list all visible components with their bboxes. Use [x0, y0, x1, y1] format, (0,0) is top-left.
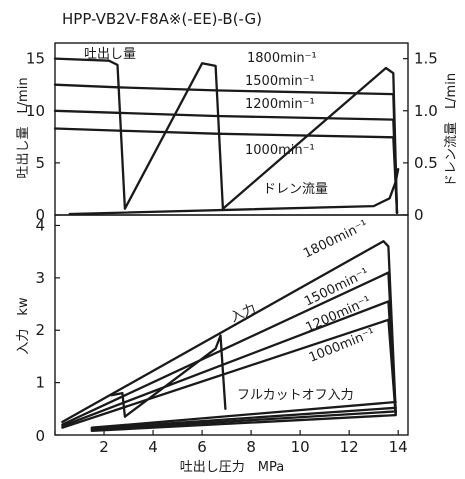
x-tick-label: 6 [197, 438, 207, 456]
y-tick-label: 5 [35, 154, 45, 172]
power-series-7 [90, 410, 397, 431]
power-series-4 [110, 334, 227, 418]
discharge-volume-annotation: 吐出し量 [84, 47, 136, 62]
drain-flow-annotation: ドレン流量 [263, 182, 328, 197]
x-tick-label: 10 [291, 438, 310, 456]
power-panel-frame [54, 214, 409, 436]
x-axis-label: 吐出し圧力 MPa [180, 460, 284, 475]
y-tick-label: 3 [35, 269, 45, 287]
flow-series-2 [53, 109, 399, 215]
flow-series-0 [53, 57, 399, 215]
x-tick-label: 14 [389, 438, 408, 456]
y-tick-label: 1 [35, 374, 45, 392]
x-tick-label: 8 [246, 438, 256, 456]
y-tick-label: 2 [35, 321, 45, 339]
flow-y2-axis-label: ドレン流量 L/min [444, 73, 459, 187]
power-series-6 [90, 406, 397, 430]
chart-title: HPP-VB2V-F8A※(-EE)-B(-G) [62, 10, 262, 28]
x-tick-label: 4 [148, 438, 158, 456]
flow-panel-frame [54, 42, 409, 216]
power-series-8 [90, 413, 397, 432]
y-tick-label: 10 [26, 102, 45, 120]
flow-label-1800: 1800min⁻¹ [247, 51, 317, 66]
power-series-5 [90, 400, 397, 429]
flow-label-1200: 1200min⁻¹ [245, 97, 315, 112]
power-series-labels: 1800min⁻¹ 1500min⁻¹ 1200min⁻¹ 1000min⁻¹ [301, 218, 377, 366]
flow-series-3 [53, 127, 399, 215]
curves-layer [53, 57, 400, 432]
x-tick-label: 0 [35, 427, 45, 445]
y2-tick-label: 0 [414, 206, 424, 224]
flow-y-axis-label: 吐出し量 L/min [16, 77, 31, 178]
flow-series-4 [68, 167, 400, 216]
flow-label-1500: 1500min⁻¹ [245, 74, 315, 89]
full-cutoff-input-annotation: フルカットオフ入力 [237, 388, 354, 403]
y2-tick-label: 1.5 [414, 50, 438, 68]
y-tick-label: 15 [26, 50, 45, 68]
y2-tick-label: 0.5 [414, 154, 438, 172]
power-series-3 [61, 318, 397, 429]
x-tick-label: 12 [340, 438, 359, 456]
power-y-axis-label: 入力 kw [16, 297, 31, 355]
x-tick-label: 2 [99, 438, 109, 456]
flow-label-1000: 1000min⁻¹ [245, 143, 315, 158]
y-tick-label: 4 [35, 216, 45, 234]
flow-series-labels: 1800min⁻¹ 1500min⁻¹ 1200min⁻¹ 1000min⁻¹ [245, 51, 317, 158]
y2-tick-label: 1.0 [414, 102, 438, 120]
power-series-2 [61, 300, 397, 428]
y-tick-label: 0 [35, 206, 45, 224]
